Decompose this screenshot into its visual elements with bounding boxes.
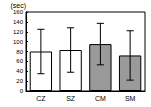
svg-text:(sec): (sec) xyxy=(10,2,26,9)
svg-text:SZ: SZ xyxy=(66,95,76,102)
svg-text:40: 40 xyxy=(16,68,23,74)
svg-text:80: 80 xyxy=(16,49,23,55)
svg-text:60: 60 xyxy=(16,58,23,64)
svg-text:160: 160 xyxy=(13,9,24,15)
svg-text:CM: CM xyxy=(95,95,106,102)
svg-text:CZ: CZ xyxy=(36,95,46,102)
svg-text:0: 0 xyxy=(20,88,24,94)
svg-text:140: 140 xyxy=(13,19,24,25)
svg-text:120: 120 xyxy=(13,29,24,35)
svg-text:SM: SM xyxy=(125,95,136,102)
svg-text:100: 100 xyxy=(13,39,24,45)
svg-text:20: 20 xyxy=(16,78,23,84)
